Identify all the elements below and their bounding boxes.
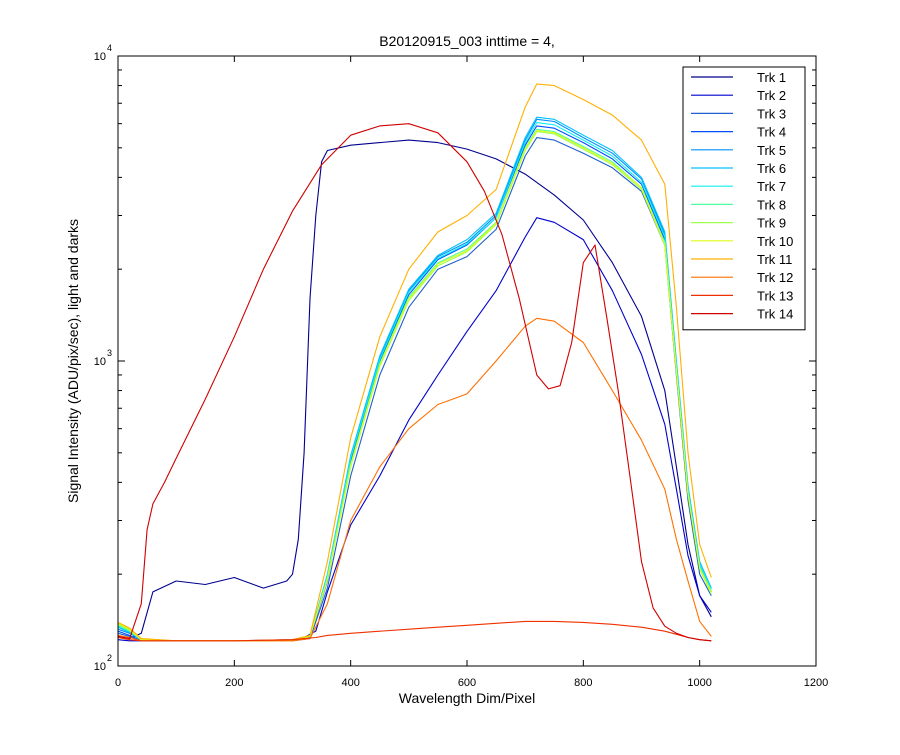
x-tick-label: 200 bbox=[225, 677, 243, 689]
legend-label: Trk 3 bbox=[757, 106, 786, 121]
x-tick-label: 400 bbox=[341, 677, 359, 689]
legend-label: Trk 6 bbox=[757, 161, 786, 176]
chart-title: B20120915_003 inttime = 4, bbox=[379, 33, 555, 49]
y-tick-label-exponent: 4 bbox=[107, 43, 112, 53]
legend-label: Trk 13 bbox=[757, 288, 793, 303]
legend: Trk 1 Trk 2 Trk 3 Trk 4 Trk 5 Trk 6 Trk 7 Trk 8… bbox=[682, 66, 806, 331]
y-axis-label: Signal Intensity (ADU/pix/sec), light an… bbox=[65, 219, 81, 503]
legend-label: Trk 10 bbox=[757, 234, 793, 249]
x-axis: 0 200 400 600 800 1000 1200 bbox=[115, 56, 828, 689]
x-tick-label: 1200 bbox=[804, 677, 828, 689]
legend-label: Trk 11 bbox=[757, 252, 792, 267]
legend-label: Trk 14 bbox=[757, 307, 793, 322]
legend-label: Trk 9 bbox=[757, 216, 786, 231]
legend-label: Trk 12 bbox=[757, 270, 793, 285]
series-line-trk-14 bbox=[117, 123, 712, 642]
x-tick-label: 1000 bbox=[687, 677, 711, 689]
y-tick-label-base: 10 bbox=[94, 356, 106, 368]
series-line-trk-1 bbox=[117, 139, 712, 640]
legend-box bbox=[682, 66, 806, 331]
series-line-trk-13 bbox=[117, 620, 712, 642]
series-layer bbox=[117, 83, 712, 642]
legend-label: Trk 5 bbox=[757, 143, 786, 158]
legend-label: Trk 1 bbox=[757, 70, 786, 85]
y-tick-label-exponent: 2 bbox=[107, 653, 112, 663]
x-tick-label: 600 bbox=[458, 677, 476, 689]
legend-label: Trk 2 bbox=[757, 88, 786, 103]
legend-label: Trk 8 bbox=[757, 197, 786, 212]
y-tick-label-base: 10 bbox=[94, 51, 106, 63]
x-tick-label: 0 bbox=[115, 677, 121, 689]
legend-label: Trk 7 bbox=[757, 179, 786, 194]
y-tick-label-exponent: 3 bbox=[107, 348, 112, 358]
x-axis-label: Wavelength Dim/Pixel bbox=[399, 690, 535, 706]
legend-label: Trk 4 bbox=[757, 125, 786, 140]
y-tick-label-base: 10 bbox=[94, 661, 106, 673]
x-tick-label: 800 bbox=[574, 677, 592, 689]
